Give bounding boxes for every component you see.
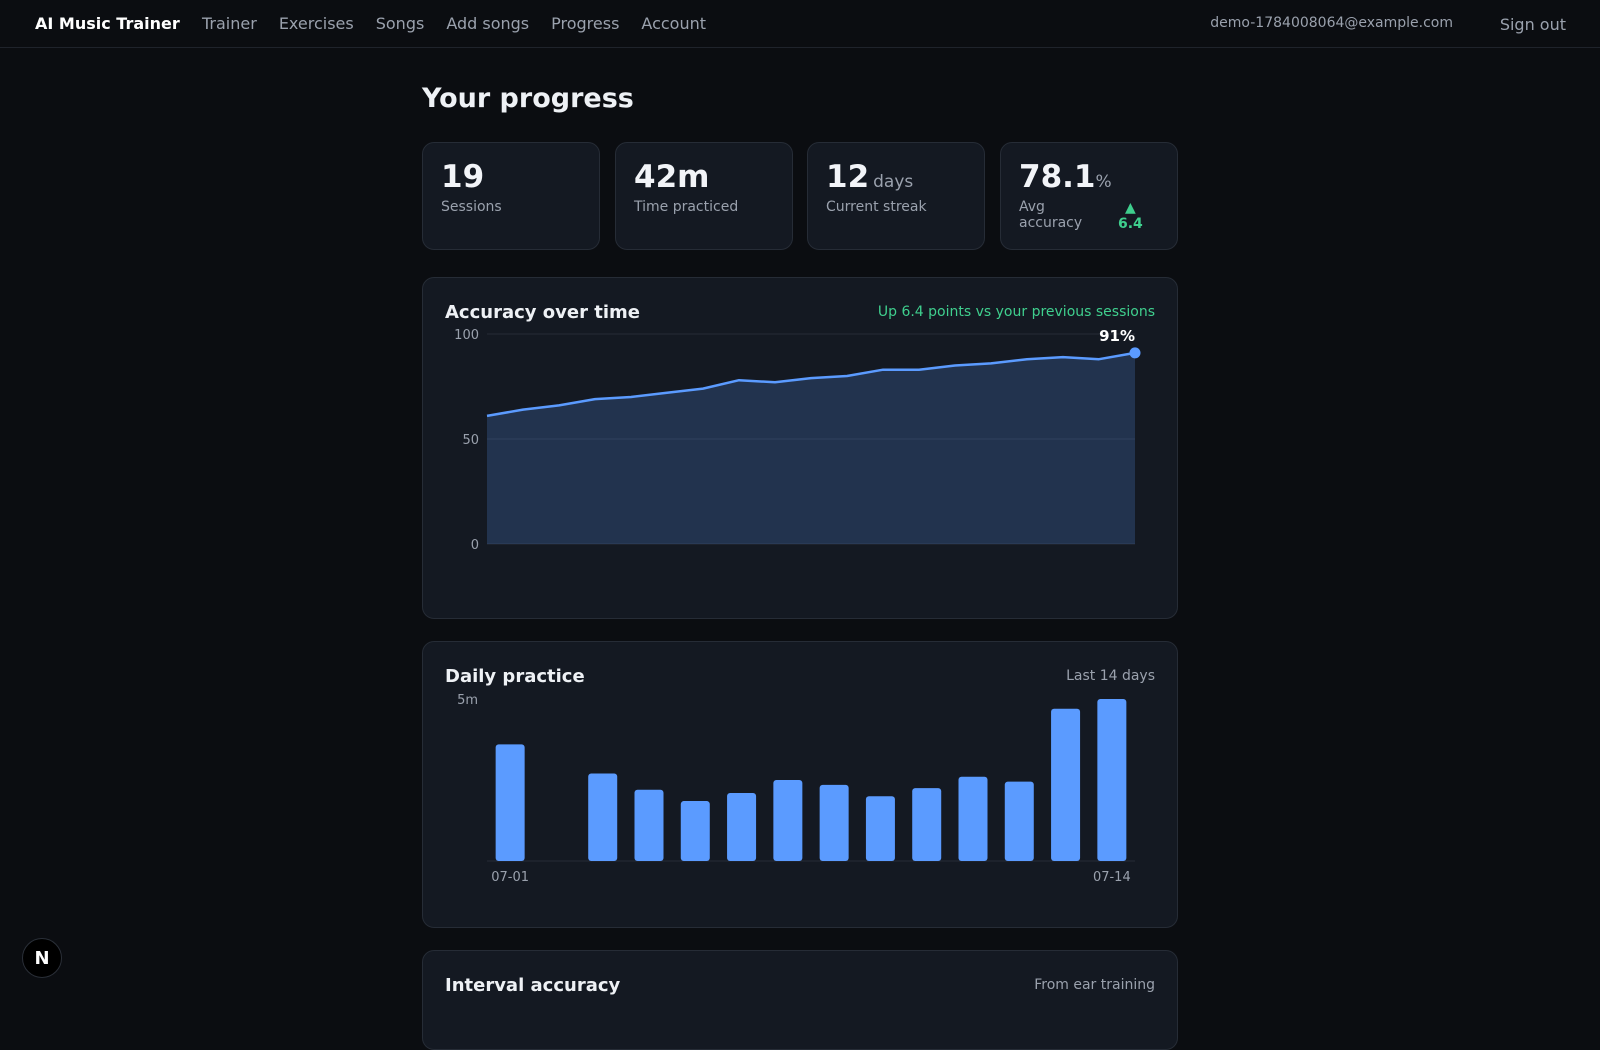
nav-link-exercises[interactable]: Exercises <box>278 14 354 33</box>
practice-bar <box>680 801 710 861</box>
panel-title: Accuracy over time <box>445 302 640 323</box>
stat-value-wrap: 78.1% <box>1019 159 1112 195</box>
y-tick-label: 0 <box>471 538 479 553</box>
y-tick-label: 50 <box>462 433 479 448</box>
accuracy-delta: ▲ 6.4 <box>1118 200 1143 232</box>
practice-bar <box>958 776 988 861</box>
accuracy-last-label: 91% <box>1099 327 1135 345</box>
practice-bar <box>727 792 757 861</box>
delta-value: 6.4 <box>1118 216 1143 232</box>
stat-unit: % <box>1095 172 1112 192</box>
panel-title: Daily practice <box>445 666 585 687</box>
stat-card-streak: 12 days Current streak <box>807 142 985 250</box>
practice-bar <box>1051 708 1081 861</box>
panel-note: From ear training <box>1034 977 1155 993</box>
stat-unit: days <box>873 172 914 192</box>
nav-link-trainer[interactable]: Trainer <box>202 14 257 33</box>
brand-logo[interactable]: AI Music Trainer <box>35 14 180 33</box>
accuracy-last-point <box>1129 347 1141 359</box>
stat-value: 42m <box>634 159 710 195</box>
stat-label: Sessions <box>441 199 502 215</box>
sign-out-button[interactable]: Sign out <box>1499 15 1566 34</box>
nav-links: Trainer Exercises Songs Add songs Progre… <box>202 14 706 33</box>
stat-value-wrap: 12 days <box>826 159 913 195</box>
nav-link-add-songs[interactable]: Add songs <box>446 14 530 33</box>
practice-bar <box>865 796 895 861</box>
stat-value: 78.1 <box>1019 159 1096 195</box>
nav-link-progress[interactable]: Progress <box>551 14 620 33</box>
stat-value: 12 <box>826 159 870 195</box>
top-nav: AI Music Trainer Trainer Exercises Songs… <box>0 0 1600 48</box>
practice-bar <box>634 789 664 861</box>
stat-card-sessions: 19 Sessions <box>422 142 600 250</box>
stat-label: Time practiced <box>634 199 739 215</box>
page-title: Your progress <box>422 83 634 114</box>
practice-bar <box>1097 699 1127 861</box>
practice-bar <box>1004 781 1034 861</box>
panel-note: Last 14 days <box>1066 668 1155 684</box>
practice-bar <box>588 773 618 861</box>
daily-practice-chart: 5m 07-01 07-14 <box>457 693 1135 885</box>
accuracy-area <box>487 352 1135 544</box>
accuracy-panel: Accuracy over time Up 6.4 points vs your… <box>422 277 1178 619</box>
x-tick-label: 07-01 <box>491 870 529 885</box>
panel-title: Interval accuracy <box>445 975 621 996</box>
panel-note: Up 6.4 points vs your previous sessions <box>877 304 1155 320</box>
interval-accuracy-panel: Interval accuracy From ear training <box>422 950 1178 1050</box>
stat-label: Current streak <box>826 199 927 215</box>
practice-bar <box>912 788 942 861</box>
arrow-up-icon: ▲ <box>1125 200 1136 216</box>
stat-label: Avg accuracy <box>1019 199 1083 231</box>
user-email: demo-1784008064@example.com <box>1210 15 1453 31</box>
practice-bar <box>495 744 525 861</box>
y-max-label: 5m <box>457 693 478 708</box>
nav-link-songs[interactable]: Songs <box>375 14 425 33</box>
accuracy-chart: 0 50 100 91% <box>454 327 1141 553</box>
practice-bar <box>773 780 803 861</box>
nav-link-account[interactable]: Account <box>641 14 707 33</box>
stat-value: 19 <box>441 159 485 195</box>
y-tick-label: 100 <box>454 328 479 343</box>
daily-practice-panel: Daily practice Last 14 days 5m 07-01 07-14 <box>422 641 1178 928</box>
accuracy-line <box>486 351 1136 418</box>
x-tick-label: 07-14 <box>1093 870 1131 885</box>
stat-card-time: 42m Time practiced <box>615 142 793 250</box>
stat-card-accuracy: 78.1% Avg accuracy ▲ 6.4 <box>1000 142 1178 250</box>
next-dev-tools-button[interactable]: N <box>22 938 62 978</box>
practice-bar <box>819 784 849 861</box>
